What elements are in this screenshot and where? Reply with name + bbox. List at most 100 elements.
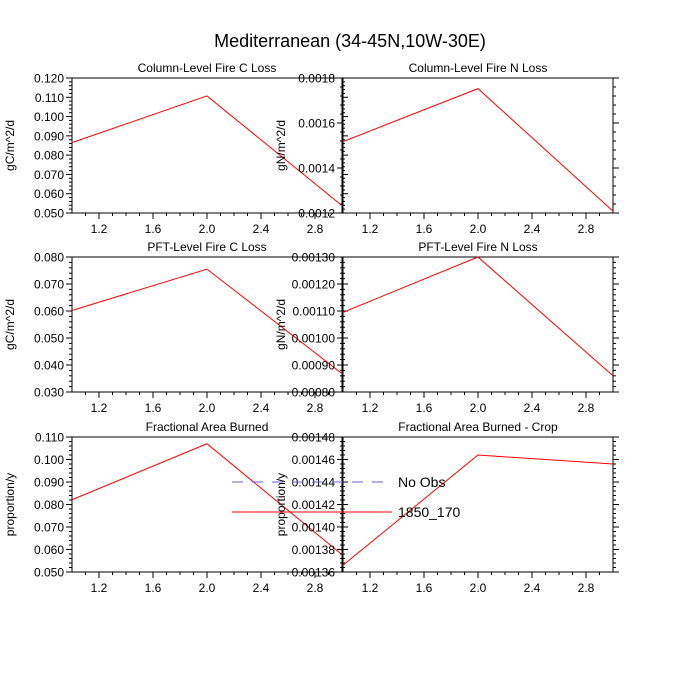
x-tick-label: 1.6 (416, 581, 433, 595)
y-tick-label: 0.00080 (292, 386, 336, 400)
y-tick-label: 0.120 (34, 72, 64, 86)
y-tick-label: 0.00090 (292, 359, 336, 373)
y-tick-label: 0.0014 (298, 162, 335, 176)
chart-panel-4: PFT-Level Fire N Loss gN/m^2/d 0.00080 0.00… (274, 240, 619, 415)
y-tick-label: 0.00142 (292, 498, 336, 512)
y-tick-label: 0.00110 (293, 305, 336, 319)
x-tick-label: 2.4 (524, 401, 541, 415)
x-tick-label: 1.6 (416, 222, 433, 236)
x-tick-label: 2.8 (307, 401, 324, 415)
plot-frame (71, 77, 343, 214)
y-tick-label: 0.110 (35, 91, 64, 105)
y-tick-label: 0.080 (34, 498, 64, 512)
y-tick-label: 0.040 (34, 359, 64, 373)
x-tick-label: 1.6 (416, 401, 433, 415)
y-tick-label: 0.090 (34, 476, 64, 490)
x-tick-label: 2.0 (470, 222, 487, 236)
y-tick-label: 0.060 (34, 305, 64, 319)
y-tick-label: 0.070 (34, 278, 64, 292)
x-tick-label: 2.0 (470, 401, 487, 415)
y-tick-label: 0.00146 (292, 453, 336, 467)
x-tick-label: 1.2 (91, 581, 108, 595)
y-axis-label: gC/m^2/d (3, 120, 17, 171)
y-axis-label: proportion/y (274, 473, 288, 536)
panel-title: PFT-Level Fire C Loss (147, 240, 266, 254)
y-tick-label: 0.080 (34, 149, 64, 163)
series-line-1850_170 (71, 268, 343, 375)
x-tick-label: 2.0 (199, 222, 216, 236)
y-tick-label: 0.060 (34, 187, 64, 201)
x-tick-label: 2.0 (199, 401, 216, 415)
y-axis-label: gC/m^2/d (3, 299, 17, 350)
y-axis-label: proportion/y (3, 473, 17, 536)
y-tick-label: 0.0012 (298, 207, 335, 221)
y-tick-label: 0.00140 (292, 521, 336, 535)
x-tick-label: 2.4 (524, 581, 541, 595)
plot-frame (342, 256, 614, 393)
x-tick-label: 2.4 (253, 581, 270, 595)
chart-panel-3: PFT-Level Fire C Loss gC/m^2/d 0.030 0.040 0… (3, 240, 348, 415)
y-tick-label: 0.070 (34, 168, 64, 182)
y-tick-label: 0.070 (34, 521, 64, 535)
panel-title: Fractional Area Burned - Crop (398, 420, 558, 434)
x-tick-label: 1.2 (362, 401, 379, 415)
series-line-1850_170 (342, 88, 614, 212)
y-tick-label: 0.0016 (298, 117, 335, 131)
legend-label-no-obs: No Obs (398, 474, 445, 490)
plot-frame (342, 436, 614, 573)
panel-title: Fractional Area Burned (146, 420, 269, 434)
chart-panel-5: Fractional Area Burned proportion/y 0.050 0… (3, 420, 348, 595)
y-tick-label: 0.100 (34, 110, 64, 124)
y-tick-label: 0.080 (34, 251, 64, 265)
y-tick-label: 0.00136 (292, 566, 336, 580)
x-tick-label: 1.2 (91, 401, 108, 415)
chart-panel-2: Column-Level Fire N Loss gN/m^2/d 0.0012 0.… (274, 61, 619, 236)
x-tick-label: 2.8 (578, 401, 595, 415)
y-tick-label: 0.050 (34, 207, 64, 221)
x-tick-label: 2.4 (253, 222, 270, 236)
y-tick-label: 0.050 (34, 566, 64, 580)
x-tick-label: 2.8 (307, 581, 324, 595)
y-tick-label: 0.0018 (298, 72, 335, 86)
x-tick-label: 2.0 (199, 581, 216, 595)
x-tick-label: 2.4 (524, 222, 541, 236)
y-tick-label: 0.110 (35, 431, 64, 445)
figure-title: Mediterranean (34-45N,10W-30E) (214, 31, 486, 51)
y-tick-label: 0.050 (34, 332, 64, 346)
y-axis-label: gN/m^2/d (274, 120, 288, 171)
y-axis-label: gN/m^2/d (274, 299, 288, 350)
x-tick-label: 2.4 (253, 401, 270, 415)
panel-title: Column-Level Fire N Loss (409, 61, 548, 75)
x-tick-label: 2.0 (470, 581, 487, 595)
y-tick-label: 0.00148 (292, 431, 336, 445)
x-tick-label: 1.6 (145, 581, 162, 595)
y-tick-label: 0.00120 (292, 278, 336, 292)
panels: Column-Level Fire C Loss gC/m^2/d 0.050 0.0… (3, 61, 619, 595)
series-line-1850_170 (342, 454, 614, 566)
panel-title: PFT-Level Fire N Loss (418, 240, 537, 254)
series-line-1850_170 (71, 443, 343, 556)
y-tick-label: 0.090 (34, 129, 64, 143)
legend-label-1850-170: 1850_170 (398, 504, 461, 520)
y-tick-label: 0.100 (34, 453, 64, 467)
x-tick-label: 1.2 (91, 222, 108, 236)
y-tick-label: 0.060 (34, 543, 64, 557)
y-tick-label: 0.030 (34, 386, 64, 400)
x-tick-label: 1.2 (362, 581, 379, 595)
x-tick-label: 2.8 (307, 222, 324, 236)
x-tick-label: 1.6 (145, 222, 162, 236)
series-line-1850_170 (342, 256, 614, 377)
y-tick-label: 0.00130 (292, 251, 336, 265)
x-tick-label: 1.2 (362, 222, 379, 236)
y-tick-label: 0.00138 (292, 543, 336, 557)
plot-frame (342, 77, 614, 214)
x-tick-label: 1.6 (145, 401, 162, 415)
panel-title: Column-Level Fire C Loss (138, 61, 277, 75)
series-line-1850_170 (71, 95, 343, 207)
chart-panel-1: Column-Level Fire C Loss gC/m^2/d 0.050 0.0… (3, 61, 348, 236)
x-tick-label: 2.8 (578, 222, 595, 236)
x-tick-label: 2.8 (578, 581, 595, 595)
y-tick-label: 0.00100 (292, 332, 336, 346)
legend: No Obs 1850_170 (232, 474, 461, 520)
